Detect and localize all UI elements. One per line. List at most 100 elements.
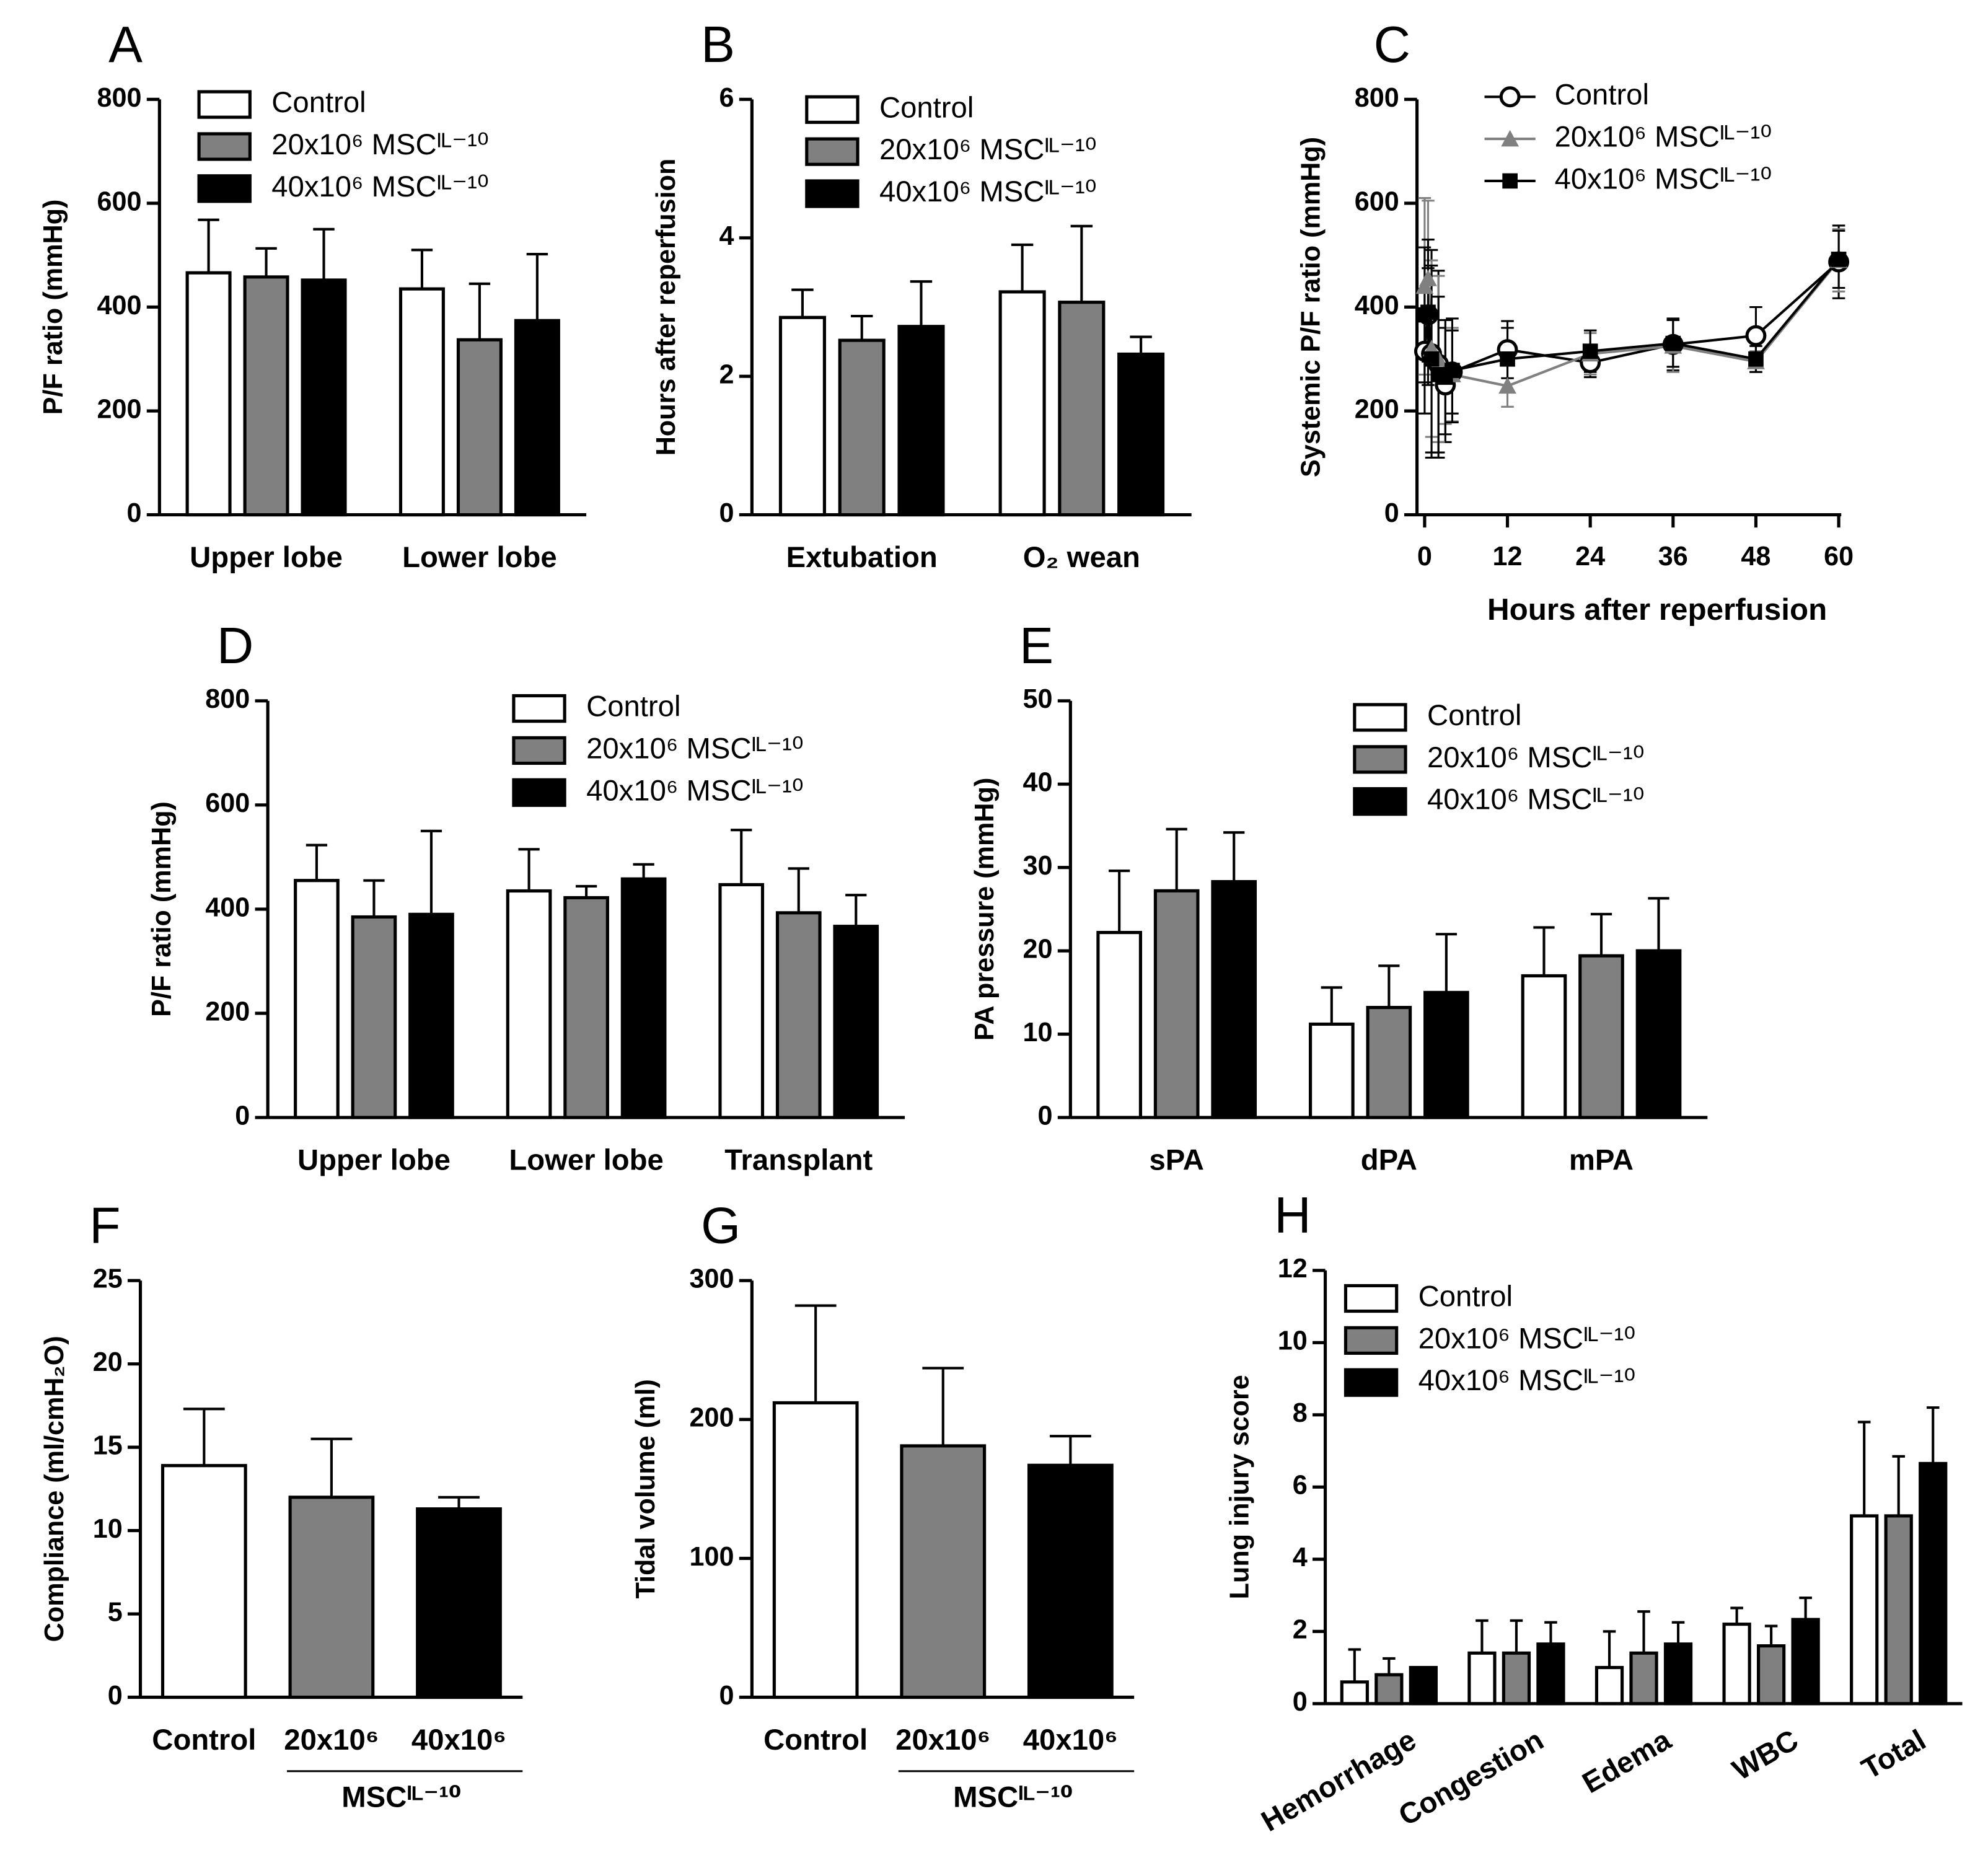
y-tick-label: 600	[205, 788, 250, 818]
bar	[838, 338, 886, 517]
y-tick-label: 20	[93, 1347, 123, 1377]
marker	[1501, 130, 1520, 147]
x-tick-label: 60	[1824, 542, 1854, 571]
legend-swatch	[1344, 1368, 1399, 1397]
y-tick-label: 200	[1355, 394, 1399, 424]
bar	[1919, 1461, 1948, 1706]
legend-label: 20x10⁶ MSCᴵᴸ⁻¹⁰	[1555, 121, 1772, 154]
x-tick-label: Extubation	[786, 541, 938, 574]
legend-swatch	[1344, 1284, 1399, 1313]
y-tick-label: 100	[690, 1542, 734, 1572]
y-axis-label: Hours after reperfusion	[651, 159, 681, 456]
y-tick-label: 400	[205, 892, 250, 922]
group-label: MSCᴵᴸ⁻¹⁰	[953, 1781, 1073, 1813]
legend-swatch	[1344, 1326, 1399, 1355]
x-tick-label: sPA	[1149, 1143, 1203, 1176]
panel-label: A	[108, 17, 143, 73]
bar	[998, 290, 1046, 517]
legend-label: 40x10⁶ MSCᴵᴸ⁻¹⁰	[1418, 1364, 1636, 1397]
marker	[1499, 86, 1521, 108]
panel-label: F	[89, 1198, 120, 1254]
bar	[408, 912, 454, 1119]
bar	[1791, 1618, 1820, 1706]
y-tick-label: 0	[719, 1681, 734, 1711]
legend-label: Control	[879, 91, 974, 124]
x-tick-label: 20x10⁶	[284, 1724, 379, 1756]
x-tick-label: O₂ wean	[1023, 541, 1140, 574]
panel-label: E	[1019, 618, 1053, 674]
bar	[161, 1464, 247, 1699]
x-tick-label: 36	[1658, 542, 1688, 571]
bar	[506, 889, 552, 1119]
x-tick-label: Transplant	[724, 1143, 873, 1176]
legend-swatch	[197, 174, 252, 203]
y-tick-label: 400	[97, 291, 142, 320]
x-tick-label: Control	[763, 1724, 868, 1756]
y-axis-label: PA pressure (mmHg)	[970, 778, 1000, 1041]
y-tick-label: 20	[1023, 935, 1053, 964]
y-axis-label: P/F ratio (mmHg)	[38, 200, 68, 415]
marker	[1423, 351, 1440, 367]
y-axis-label: P/F ratio (mmHg)	[147, 801, 177, 1017]
legend-swatch	[197, 132, 252, 161]
marker	[1582, 343, 1598, 359]
series-line	[1423, 261, 1840, 389]
bar	[1117, 352, 1165, 517]
bar	[1629, 1651, 1658, 1706]
bar	[897, 325, 945, 517]
y-tick-label: 2	[719, 360, 734, 390]
y-axis-label: Systemic P/F ratio (mmHg)	[1296, 137, 1326, 477]
x-tick-label: 20x10⁶	[895, 1724, 990, 1756]
legend-swatch	[805, 179, 860, 208]
y-tick-label: 800	[205, 684, 250, 714]
bar	[1096, 930, 1143, 1119]
marker	[1665, 335, 1681, 351]
bar	[833, 925, 879, 1119]
bar	[514, 319, 560, 517]
legend-label: 40x10⁶ MSCᴵᴸ⁻¹⁰	[1555, 162, 1772, 195]
x-axis-label: Hours after reperfusion	[1487, 593, 1827, 627]
y-tick-label: 0	[108, 1681, 123, 1711]
bar	[1536, 1642, 1565, 1706]
bar	[1722, 1623, 1751, 1706]
x-tick-label: Upper lobe	[190, 541, 343, 574]
bar	[294, 879, 340, 1119]
y-tick-label: 4	[719, 221, 734, 251]
marker	[1498, 377, 1516, 394]
legend-label: Control	[271, 86, 366, 119]
y-tick-label: 30	[1023, 851, 1053, 881]
x-tick-label: Upper lobe	[297, 1143, 451, 1176]
y-tick-label: 10	[93, 1514, 123, 1544]
bar	[1594, 1665, 1624, 1706]
bar	[1340, 1680, 1369, 1706]
legend-label: 20x10⁶ MSCᴵᴸ⁻¹⁰	[271, 128, 489, 161]
bar	[1467, 1651, 1497, 1706]
y-tick-label: 300	[690, 1264, 734, 1294]
y-axis-label: Tidal volume (ml)	[631, 1379, 661, 1598]
x-tick-label: Control	[152, 1724, 256, 1756]
panel-label: B	[701, 17, 735, 73]
y-tick-label: 40	[1023, 768, 1053, 798]
x-tick-label: Hemorrhage	[1256, 1724, 1422, 1838]
y-tick-label: 0	[1293, 1687, 1308, 1717]
bar	[1058, 301, 1106, 517]
legend-swatch	[1353, 787, 1407, 816]
x-tick-label: 12	[1493, 542, 1523, 571]
marker	[1745, 325, 1767, 346]
bar	[775, 911, 822, 1119]
legend-label: Control	[1427, 699, 1521, 732]
bar	[398, 287, 445, 517]
y-tick-label: 800	[97, 83, 142, 113]
bar	[1308, 1022, 1355, 1119]
marker	[1748, 351, 1764, 367]
x-tick-label: Lower lobe	[402, 541, 556, 574]
bar	[351, 915, 397, 1119]
bar	[1850, 1514, 1879, 1706]
y-tick-label: 0	[127, 498, 142, 528]
panel-label: D	[217, 618, 253, 674]
legend-label: Control	[586, 690, 680, 723]
y-tick-label: 0	[235, 1101, 250, 1130]
y-tick-label: 0	[1038, 1101, 1053, 1130]
bar	[1374, 1673, 1404, 1706]
